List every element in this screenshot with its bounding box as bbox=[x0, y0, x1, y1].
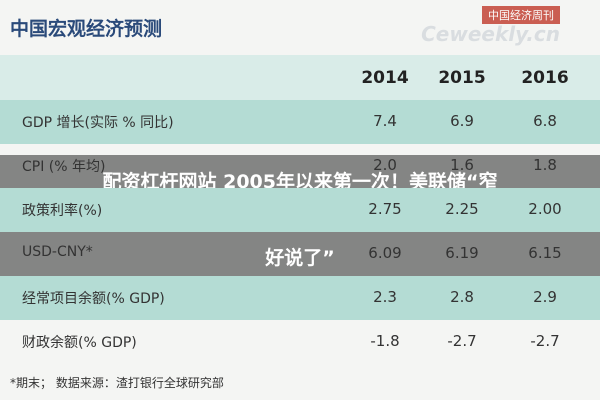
cell-value: 6.15 bbox=[528, 244, 562, 262]
cell-value: 2.8 bbox=[450, 288, 474, 306]
table-row: 经常项目余额(% GDP) 2.3 2.8 2.9 bbox=[0, 276, 600, 320]
cell-value: 6.19 bbox=[445, 244, 479, 262]
row-label: 政策利率(%) bbox=[22, 203, 103, 219]
cell-value: 2.9 bbox=[533, 288, 557, 306]
column-header: 2014 bbox=[361, 68, 409, 88]
cell-value: 6.09 bbox=[368, 244, 402, 262]
cell-value: 6.9 bbox=[450, 112, 474, 130]
column-header: 2015 bbox=[438, 68, 486, 88]
column-header: 2016 bbox=[521, 68, 569, 88]
table-row: CPI (% 年均) 2.0 1.6 1.8 bbox=[0, 144, 600, 188]
cell-value: -2.7 bbox=[530, 332, 560, 350]
row-label: USD-CNY* bbox=[22, 244, 93, 260]
cell-value: 2.3 bbox=[373, 288, 397, 306]
overlay-text: 配资杠杆网站 2005年以来第一次！美联储“窄 bbox=[102, 171, 498, 193]
cell-value: 2.00 bbox=[528, 200, 562, 218]
cell-value: 6.8 bbox=[533, 112, 557, 130]
cell-value: 2.75 bbox=[368, 200, 402, 218]
cell-value: -2.7 bbox=[447, 332, 477, 350]
cell-value: 1.8 bbox=[533, 156, 557, 174]
table-row: 政策利率(%) 2.75 2.25 2.00 bbox=[0, 188, 600, 232]
row-label: 经常项目余额(% GDP) bbox=[22, 291, 165, 307]
row-label: GDP 增长(实际 % 同比) bbox=[22, 115, 174, 131]
table-row: USD-CNY* 6.09 6.19 6.15 bbox=[0, 232, 600, 276]
row-label: 财政余额(% GDP) bbox=[22, 335, 137, 351]
row-label: CPI (% 年均) bbox=[22, 159, 106, 175]
footnote: *期末； 数据来源：渣打银行全球研究部 bbox=[10, 376, 224, 390]
cell-value: 7.4 bbox=[373, 112, 397, 130]
header-band bbox=[0, 55, 600, 100]
table-row: GDP 增长(实际 % 同比) 7.4 6.9 6.8 bbox=[0, 100, 600, 144]
table-row: 财政余额(% GDP) -1.8 -2.7 -2.7 bbox=[0, 320, 600, 364]
logo: 中国经济周刊 bbox=[482, 6, 560, 24]
title: 中国宏观经济预测 bbox=[10, 18, 163, 40]
overlay-text: 好说了” bbox=[265, 247, 335, 269]
cell-value: 1.6 bbox=[450, 156, 474, 174]
cell-value: 2.0 bbox=[373, 156, 397, 174]
cell-value: 2.25 bbox=[445, 200, 479, 218]
logo-sub: Ceweekly.cn bbox=[421, 22, 560, 46]
cell-value: -1.8 bbox=[370, 332, 400, 350]
